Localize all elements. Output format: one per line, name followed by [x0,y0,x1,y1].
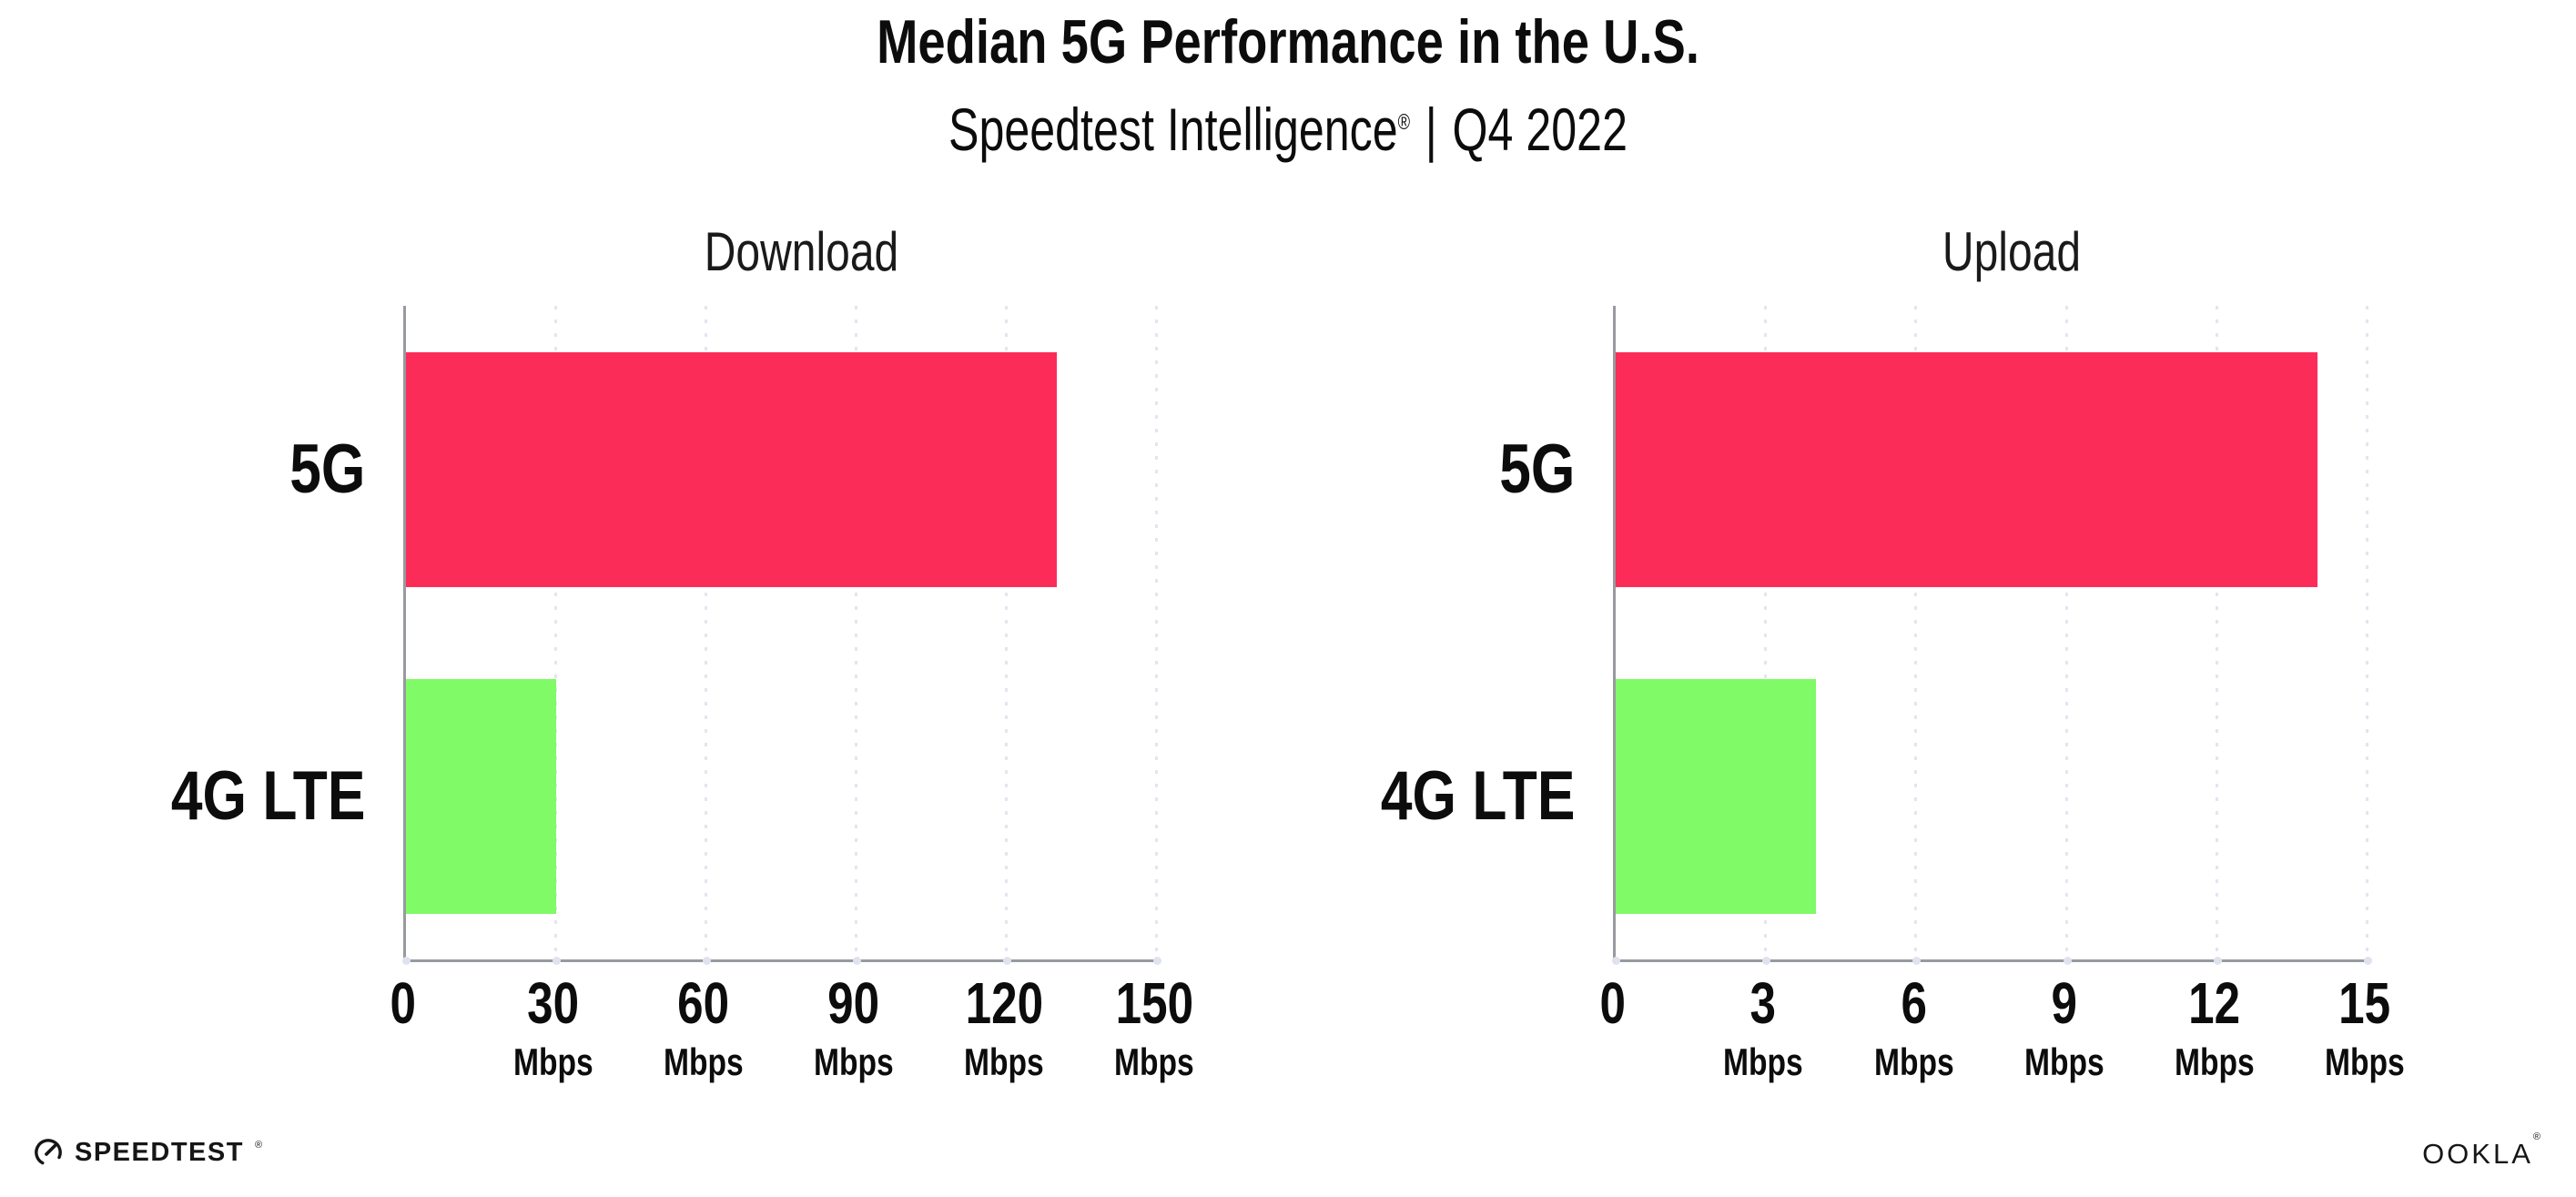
gridline-15-mbps [2366,306,2368,959]
download-category-label-5g: 5G [289,431,365,508]
upload-category-label-4g-lte: 4G LTE [1380,757,1575,835]
download-plot-area [402,306,1161,965]
subtitle-brand: Speedtest Intelligence [948,96,1398,163]
5g-bar-download [406,352,1057,587]
x-tick-unit: Mbps [1723,1040,1804,1083]
gridline-6-mbps [1914,306,1918,959]
axis-tick-dot [2213,957,2222,965]
x-tick-label: 0 [1599,970,1627,1036]
x-tick-unit: Mbps [2023,1040,2104,1083]
axis-tick-dot [853,957,861,965]
gridline-120-mbps [1005,306,1008,959]
gridline-30-mbps [554,306,557,959]
x-tick-unit: Mbps [2174,1040,2255,1083]
axis-tick-dot [1153,957,1161,965]
x-tick-unit: Mbps [964,1040,1044,1083]
x-tick-label: 0 [390,970,417,1036]
speedtest-logo: SPEEDTEST ® [33,1134,262,1171]
gridline-3-mbps [1764,306,1768,959]
axis-tick-dot [1612,957,1620,965]
axis-tick-dot [1912,957,1922,965]
x-tick-unit: Mbps [664,1040,744,1083]
4g-lte-bar-upload [1616,679,1817,914]
axis-tick-dot [1762,957,1771,965]
speedtest-gauge-icon [35,1139,62,1166]
page-subtitle: Speedtest Intelligence® | Q4 2022 [309,91,2267,169]
x-tick-label: 12 [2188,970,2241,1036]
axis-tick-dot [402,957,411,965]
x-tick-unit: Mbps [1873,1040,1954,1083]
page-title: Median 5G Performance in the U.S. [877,7,1699,76]
subtitle-separator: | [1425,96,1437,163]
x-tick-label: 120 [965,970,1043,1036]
gridline-9-mbps [2064,306,2068,959]
x-tick-label: 30 [527,970,580,1036]
x-tick-unit: Mbps [513,1040,593,1083]
download-category-label-4g-lte: 4G LTE [170,757,365,835]
4g-lte-bar-download [406,679,556,914]
subtitle-period: Q4 2022 [1452,96,1628,163]
gridline-12-mbps [2215,306,2218,959]
ookla-wordmark: OOKLA [2422,1138,2533,1170]
5g-bar-upload [1616,352,2317,587]
upload-category-label-5g: 5G [1498,431,1575,508]
x-tick-label: 15 [2338,970,2391,1036]
upload-chart-title: Upload [1942,221,2082,282]
ookla-logo: OOKLA® [2422,1132,2543,1170]
x-tick-unit: Mbps [1114,1040,1194,1083]
x-tick-label: 60 [677,970,730,1036]
registered-trademark-icon: ® [1397,110,1411,135]
download-chart-title: Download [704,221,899,282]
registered-trademark-icon: ® [254,1140,263,1151]
axis-tick-dot [703,957,711,965]
x-tick-label: 9 [2051,970,2077,1036]
x-tick-unit: Mbps [2325,1040,2405,1083]
gridline-90-mbps [855,306,857,959]
x-tick-label: 3 [1749,970,1777,1036]
upload-plot-area [1612,306,2372,965]
gridline-150-mbps [1155,306,1158,959]
axis-tick-dot [553,957,561,965]
x-tick-label: 150 [1115,970,1193,1036]
axis-tick-dot [2364,957,2372,965]
axis-tick-dot [2063,957,2072,965]
x-tick-unit: Mbps [814,1040,894,1083]
x-tick-label: 6 [1901,970,1927,1036]
registered-trademark-icon: ® [2532,1131,2543,1142]
x-tick-label: 90 [827,970,880,1036]
axis-tick-dot [1003,957,1011,965]
speedtest-wordmark: SPEEDTEST [75,1137,244,1167]
gridline-60-mbps [705,306,707,959]
